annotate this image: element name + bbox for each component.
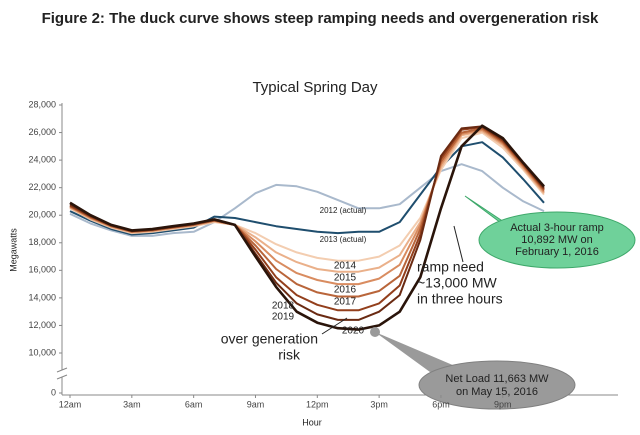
y-tick-label: 10,000: [28, 347, 56, 357]
series-line: [69, 131, 545, 262]
annotation: on May 15, 2016: [456, 386, 538, 398]
series-label: 2017: [334, 297, 357, 308]
axis-break: [56, 374, 68, 380]
x-tick-label: 12am: [59, 399, 82, 409]
y-tick-label: 20,000: [28, 210, 56, 220]
series-line: [69, 163, 545, 237]
callout-pointer: [375, 332, 455, 372]
annotation: 10,892 MW on: [521, 234, 593, 246]
y-tick-label: 24,000: [28, 154, 56, 164]
annotation: in three hours: [417, 291, 503, 307]
series-line: [69, 141, 545, 236]
axis-break: [56, 367, 68, 373]
series-label: 2012 (actual): [320, 206, 367, 215]
x-tick-label: 9am: [247, 399, 265, 409]
series-label: 2020: [342, 326, 365, 337]
annotation: February 1, 2016: [515, 246, 599, 258]
annotation: ~13,000 MW: [417, 275, 498, 291]
y-axis-label: Megawatts: [8, 228, 18, 272]
pointer-line: [453, 225, 464, 263]
callout-bubble: [478, 211, 636, 269]
series-label: 2014: [334, 261, 357, 272]
y-tick-label: 16,000: [28, 265, 56, 275]
callout-bubble: [418, 360, 576, 410]
callout-dot: [370, 327, 380, 337]
x-tick-label: 3am: [123, 399, 141, 409]
x-axis-label: Hour: [302, 417, 322, 427]
x-tick-label: 6pm: [432, 399, 450, 409]
annotation: over generation: [221, 331, 318, 347]
annotation: risk: [278, 347, 301, 363]
figure-title: Figure 2: The duck curve shows steep ram…: [42, 10, 599, 27]
series-label: 2018: [272, 301, 295, 312]
y-tick-label: 22,000: [28, 182, 56, 192]
y-tick-label: 18,000: [28, 237, 56, 247]
x-tick-label: 6am: [185, 399, 203, 409]
annotation: Actual 3-hour ramp: [510, 222, 604, 234]
axis-break-gap: [57, 370, 67, 377]
y-tick-label: 0: [51, 387, 56, 397]
series-line: [69, 124, 545, 331]
plot-area: [69, 124, 545, 331]
annotation: ramp need: [417, 259, 484, 275]
y-tick-label: 12,000: [28, 320, 56, 330]
y-tick-label: 26,000: [28, 127, 56, 137]
series-label: 2015: [334, 273, 357, 284]
annotation: Net Load 11,663 MW: [445, 373, 549, 385]
y-tick-label: 28,000: [28, 99, 56, 109]
series-label: 2013 (actual): [320, 235, 367, 244]
pointer-line: [321, 317, 348, 335]
series-label: 2016: [334, 285, 357, 296]
x-tick-label: 3pm: [370, 399, 388, 409]
y-tick-label: 14,000: [28, 292, 56, 302]
x-tick-label: 9pm: [494, 399, 512, 409]
chart-title: Typical Spring Day: [252, 79, 378, 96]
series-label: 2019: [272, 312, 295, 323]
x-tick-label: 12pm: [306, 399, 329, 409]
